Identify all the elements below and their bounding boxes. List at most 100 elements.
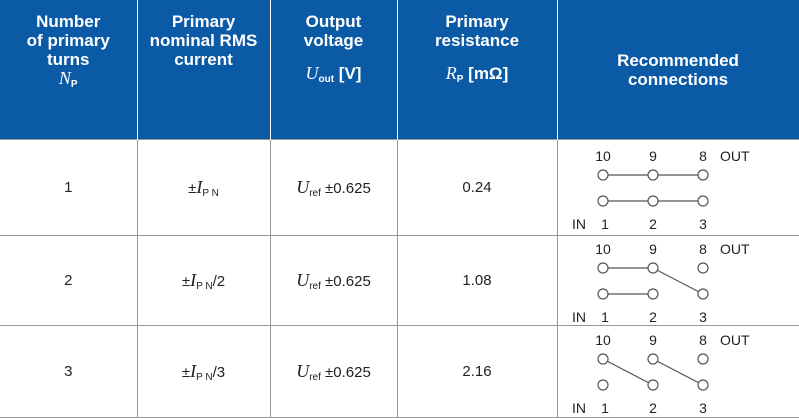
pin-label: 1 [601,309,609,325]
symbol: R [445,63,457,83]
pin-label: 9 [649,332,657,348]
header-symbol: NP [0,69,137,94]
pin [596,261,609,274]
out-label: OUT [720,148,750,164]
pin [696,261,709,274]
voltage-cell: Uref ±0.625 [269,235,398,326]
in-label: IN [572,400,586,416]
pin-label: 3 [699,400,707,416]
pin [696,287,709,300]
pin [596,168,609,181]
header-line: resistance [434,31,520,50]
pin [596,287,609,300]
pin-label: 9 [649,241,657,257]
suffix: /2 [212,272,226,290]
pin-label: 10 [595,148,611,164]
voltage-cell: Uref ±0.625 [269,139,398,236]
pin [696,378,709,391]
pin [646,287,659,300]
current-cell: ±IP N [136,139,271,236]
subscript: out [318,74,335,85]
table-body: 1 ±IP N Uref ±0.625 0.24 10 9 8 OUT IN 1 2 3 2 ±IP N/… [0,139,799,418]
out-label: OUT [720,241,750,257]
current-cell: ±IP N/2 [136,235,271,326]
header-line: Number [36,12,101,31]
pin-label: 3 [699,216,707,232]
pin-label: 8 [699,241,707,257]
pin-label: 9 [649,148,657,164]
connection-cell: 10 9 8 OUT IN 1 2 3 [556,235,799,326]
pin-label: 2 [649,216,657,232]
in-label: IN [572,309,586,325]
prefix: ± [181,272,191,290]
symbol: U [296,269,310,290]
subscript: P N [202,187,219,199]
prefix: ± [181,363,191,381]
resistance-cell: 1.08 [396,235,558,326]
header-line: turns [47,50,90,69]
header-cell: Recommended connections [557,0,799,140]
header-cell: Primary resistance RP [mΩ] [397,0,558,140]
row: 1 ±IP N Uref ±0.625 0.24 10 9 8 OUT IN 1 2 3 [0,139,799,236]
pin [646,352,659,365]
header-line: of primary [26,31,110,50]
turns-cell: 3 [0,325,138,418]
connection-diagram: 10 9 8 OUT IN 1 2 3 [572,241,750,325]
prefix: ± [188,179,197,197]
value: ±0.625 [325,179,371,197]
pin [596,378,609,391]
symbol: U [296,360,310,381]
subscript: P [70,79,78,90]
pin [646,194,659,207]
pin-label: 10 [595,241,611,257]
header-line: voltage [303,31,364,50]
suffix: /3 [212,363,226,381]
connection-cell: 10 9 8 OUT IN 1 2 3 [556,325,799,418]
resistance-cell: 0.24 [396,139,558,236]
pin-label: 2 [649,400,657,416]
header-line: Primary [445,12,509,31]
pin-label: 10 [595,332,611,348]
pin [646,168,659,181]
subscript: P [456,74,464,85]
wire [652,266,703,295]
subscript: ref [309,187,321,199]
resistance-cell: 2.16 [396,325,558,418]
header-symbol: RP [mΩ] [398,64,557,89]
symbol: U [305,63,319,83]
pin-label: 1 [601,216,609,232]
pin [646,378,659,391]
pin-label: 2 [649,309,657,325]
subscript: P N [196,371,213,383]
header-row: Number of primary turns NP Primary nominal RM… [0,0,799,140]
voltage-cell: Uref ±0.625 [269,325,398,418]
symbol: I [190,360,197,381]
value: ±0.625 [325,272,371,290]
header-line: current [174,50,233,69]
pin [596,194,609,207]
pin-label: 8 [699,332,707,348]
subscript: P N [196,280,213,292]
connection-diagram: 10 9 8 OUT IN 1 2 3 [572,148,750,232]
value: ±0.625 [325,363,371,381]
subscript: ref [309,371,321,383]
row: 3 ±IP N/3 Uref ±0.625 2.16 10 9 8 OUT IN 1 2 3 [0,325,799,418]
current-cell: ±IP N/3 [136,325,271,418]
header-cell: Number of primary turns NP [0,0,138,140]
out-label: OUT [720,332,750,348]
row: 2 ±IP N/2 Uref ±0.625 1.08 10 9 8 OUT IN 1 2 3 [0,235,799,326]
pin [696,168,709,181]
pin [646,261,659,274]
wire [652,357,703,386]
in-label: IN [572,216,586,232]
pin-label: 3 [699,309,707,325]
header-line: Primary [171,12,236,31]
subscript: ref [309,280,321,292]
turns-cell: 1 [0,139,138,236]
symbol: N [58,68,71,88]
pin [696,352,709,365]
pin-label: 1 [601,400,609,416]
unit: [mΩ] [468,64,509,83]
